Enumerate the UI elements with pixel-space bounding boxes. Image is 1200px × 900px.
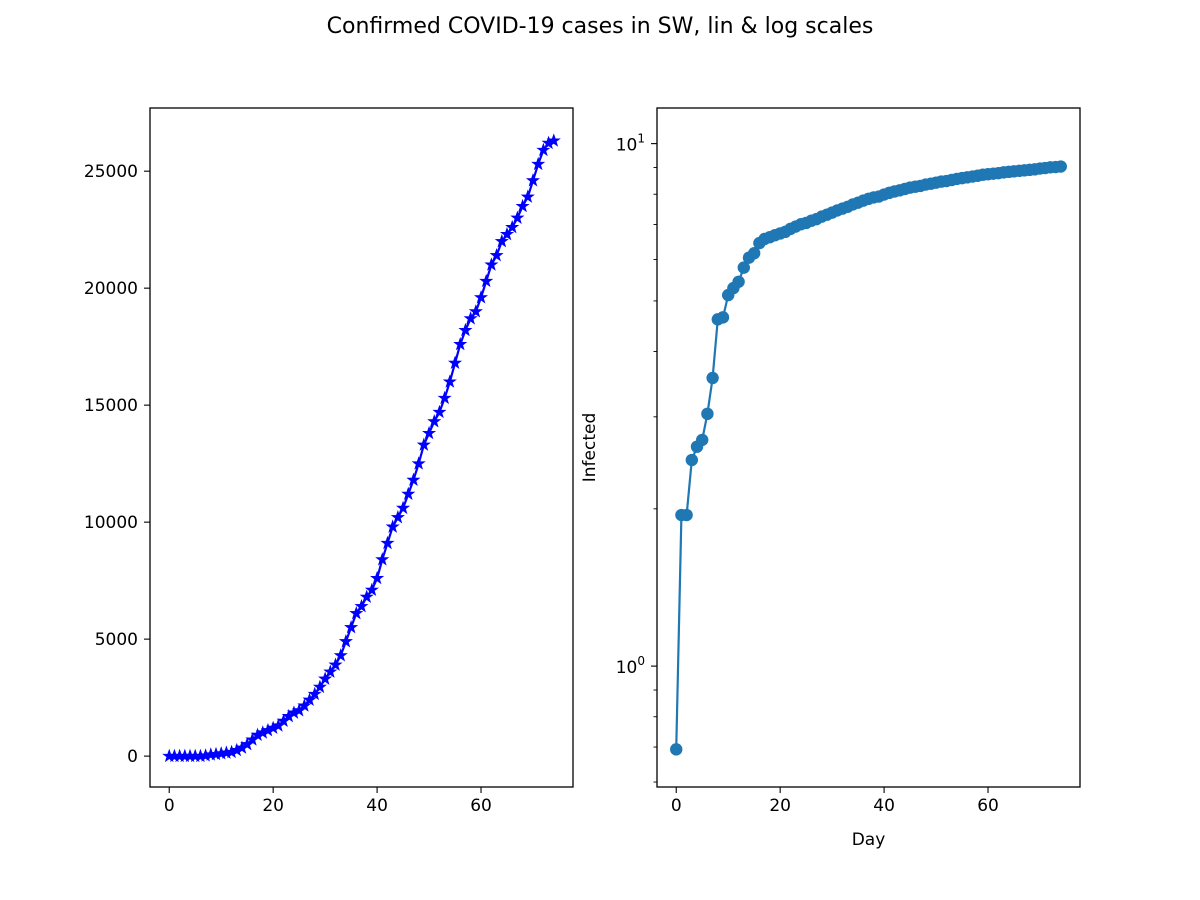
data-point	[338, 634, 353, 648]
data-point	[525, 173, 541, 187]
data-point	[396, 500, 411, 515]
data-point	[463, 311, 478, 325]
y-tick-label: 100	[616, 654, 645, 678]
data-point	[427, 414, 442, 428]
data-point	[468, 304, 483, 318]
data-point	[323, 664, 338, 678]
data-point	[349, 605, 364, 620]
y-tick-label: 25000	[84, 162, 138, 182]
data-point	[716, 311, 730, 324]
x-tick-label: 40	[873, 796, 895, 816]
data-point	[489, 247, 504, 262]
y-tick-label: 0	[127, 747, 138, 767]
data-point	[494, 233, 509, 248]
data-point	[732, 275, 745, 288]
y-tick-label: 15000	[84, 396, 138, 416]
figure-title: Confirmed COVID-19 cases in SW, lin & lo…	[326, 14, 874, 39]
series-line	[675, 165, 1061, 750]
data-point	[479, 273, 494, 288]
data-point	[546, 133, 561, 147]
data-point	[422, 425, 437, 440]
data-point	[536, 142, 551, 157]
data-point	[515, 198, 530, 213]
data-point	[473, 290, 489, 304]
data-point	[297, 698, 312, 712]
data-point	[505, 219, 520, 234]
data-point	[307, 686, 322, 701]
y-tick-label: 101	[616, 132, 645, 156]
x-tick-label: 0	[164, 796, 175, 816]
y-axis-label: Infected	[580, 413, 600, 483]
data-point	[531, 156, 546, 171]
data-point	[1054, 160, 1067, 173]
data-point	[701, 407, 714, 421]
data-point	[359, 589, 374, 604]
data-point	[318, 671, 333, 685]
data-point	[416, 437, 431, 451]
x-tick-label: 40	[366, 796, 388, 816]
data-point	[333, 648, 348, 662]
data-point	[706, 371, 719, 385]
data-point	[499, 226, 515, 241]
data-point	[344, 620, 359, 634]
data-point	[406, 472, 421, 487]
data-point	[680, 508, 693, 522]
axes-frame	[149, 107, 574, 788]
data-point	[737, 261, 750, 274]
data-point	[453, 336, 468, 351]
data-point	[458, 322, 473, 337]
data-point	[520, 189, 535, 203]
series-line	[169, 139, 555, 758]
data-point	[312, 679, 327, 694]
data-point	[484, 257, 499, 271]
x-tick-label: 60	[977, 796, 999, 816]
data-point	[437, 390, 452, 405]
y-tick-label: 5000	[95, 630, 138, 650]
log-chart: 0 20 40 60 100 101 Day Infected	[580, 107, 1081, 850]
y-tick-label: 20000	[84, 279, 138, 299]
data-point	[302, 692, 317, 706]
data-point	[370, 570, 385, 585]
axes-frame	[656, 107, 1081, 788]
data-point	[696, 433, 709, 447]
data-point	[442, 374, 457, 388]
data-point	[328, 657, 343, 671]
x-tick-label: 60	[470, 796, 492, 816]
data-point	[685, 453, 699, 467]
data-point	[364, 582, 379, 596]
data-point	[510, 210, 525, 224]
data-point	[390, 510, 405, 524]
x-axis-label: Day	[852, 830, 886, 850]
data-point	[747, 247, 761, 260]
data-point	[401, 486, 416, 501]
y-tick-label: 10000	[84, 513, 138, 533]
x-tick-label: 20	[769, 796, 791, 816]
linear-chart: 0 20 40 60 0 5000 10000 15000 20000 25000	[84, 107, 574, 816]
data-point	[411, 456, 426, 470]
data-point	[375, 552, 390, 566]
data-point	[670, 743, 683, 756]
x-tick-label: 20	[262, 796, 284, 816]
data-point	[380, 535, 395, 550]
data-point	[447, 355, 463, 370]
data-point	[432, 404, 447, 419]
data-point	[385, 519, 400, 533]
data-point	[354, 598, 369, 613]
x-tick-label: 0	[671, 796, 682, 816]
